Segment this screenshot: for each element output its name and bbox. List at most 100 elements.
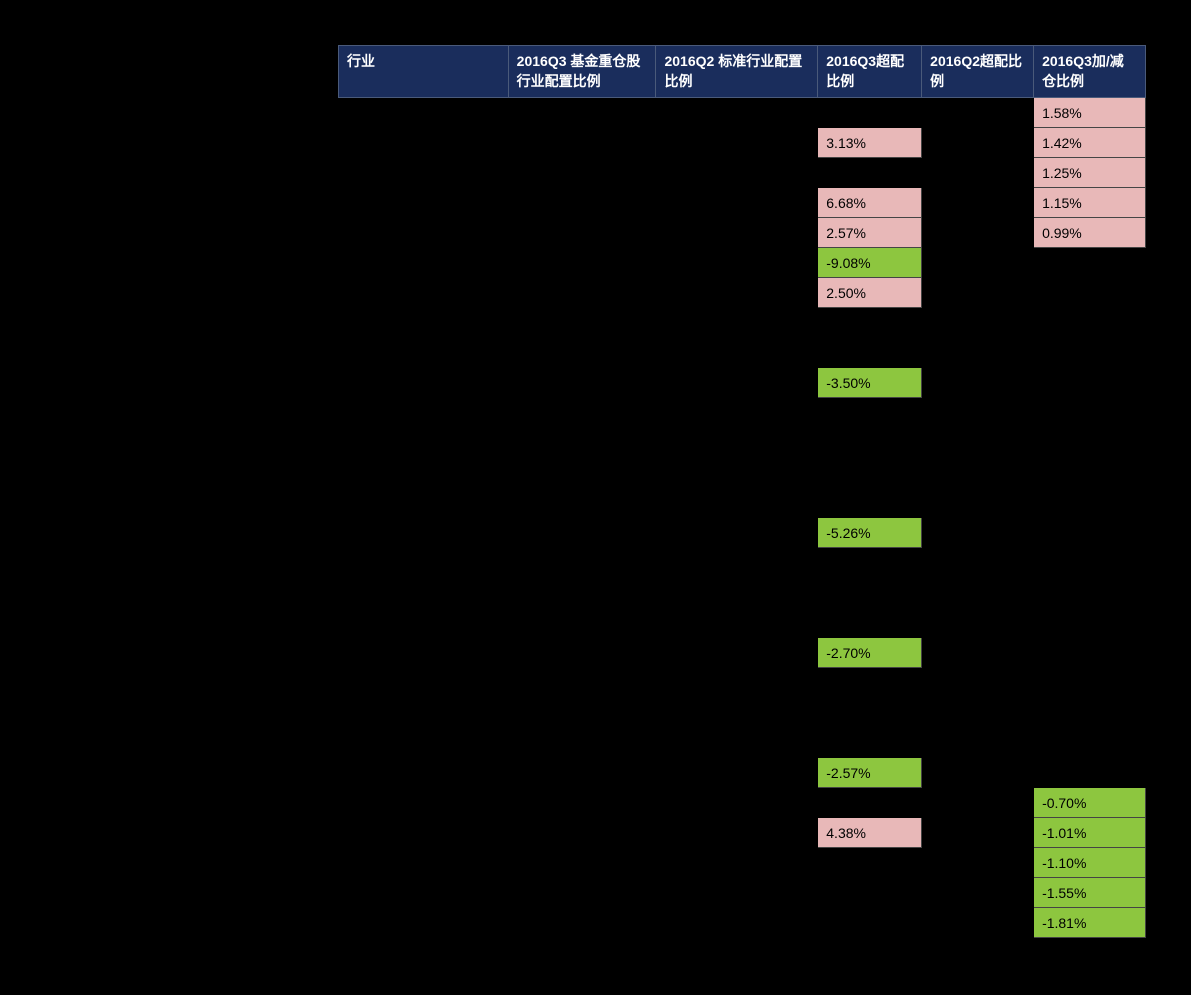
industry-allocation-table: 行业 2016Q3 基金重仓股行业配置比例 2016Q2 标准行业配置比例 20… <box>338 45 1146 938</box>
table-cell <box>508 908 656 938</box>
table-cell <box>508 638 656 668</box>
table-cell <box>1034 608 1146 638</box>
table-row: -2.70% <box>339 638 1146 668</box>
table-row: 4.38%-1.01% <box>339 818 1146 848</box>
table-cell <box>922 398 1034 428</box>
table-cell <box>922 788 1034 818</box>
table-cell <box>922 368 1034 398</box>
table-cell <box>339 158 509 188</box>
table-cell <box>922 908 1034 938</box>
table-cell <box>508 218 656 248</box>
table-cell <box>656 488 818 518</box>
table-row <box>339 428 1146 458</box>
table-cell <box>508 548 656 578</box>
table-cell <box>1034 398 1146 428</box>
table-cell <box>508 848 656 878</box>
table-cell <box>1034 728 1146 758</box>
table-cell <box>1034 278 1146 308</box>
table-cell <box>922 98 1034 128</box>
table-cell <box>339 638 509 668</box>
table-cell <box>508 128 656 158</box>
table-cell <box>1034 638 1146 668</box>
table-cell <box>922 818 1034 848</box>
table-cell <box>339 248 509 278</box>
table-cell <box>656 458 818 488</box>
table-cell <box>818 98 922 128</box>
table-cell <box>656 578 818 608</box>
table-cell: 2.50% <box>818 278 922 308</box>
col-header-q2-overweight: 2016Q2超配比例 <box>922 46 1034 98</box>
table-cell <box>1034 308 1146 338</box>
table-cell <box>339 608 509 638</box>
table-cell <box>656 818 818 848</box>
table-cell <box>922 608 1034 638</box>
table-cell <box>922 848 1034 878</box>
table-cell: 0.99% <box>1034 218 1146 248</box>
table-cell <box>508 518 656 548</box>
table-cell <box>656 398 818 428</box>
table-row <box>339 338 1146 368</box>
table-cell <box>508 368 656 398</box>
table-cell <box>339 908 509 938</box>
table-cell <box>818 728 922 758</box>
table-cell <box>508 308 656 338</box>
table-cell <box>508 248 656 278</box>
table-cell <box>656 878 818 908</box>
table-cell <box>818 698 922 728</box>
table-cell <box>1034 758 1146 788</box>
table-cell <box>922 698 1034 728</box>
table-cell <box>656 428 818 458</box>
table-cell <box>339 578 509 608</box>
table-row: -1.10% <box>339 848 1146 878</box>
table-cell: 1.58% <box>1034 98 1146 128</box>
table-cell <box>339 518 509 548</box>
table-cell <box>922 308 1034 338</box>
table-cell <box>818 878 922 908</box>
table-row: 3.13%1.42% <box>339 128 1146 158</box>
table-cell <box>339 308 509 338</box>
table-cell <box>922 338 1034 368</box>
table-cell <box>656 638 818 668</box>
table-row <box>339 548 1146 578</box>
table-cell <box>1034 338 1146 368</box>
table-cell <box>922 878 1034 908</box>
table-cell <box>1034 458 1146 488</box>
table-cell <box>339 488 509 518</box>
table-header: 行业 2016Q3 基金重仓股行业配置比例 2016Q2 标准行业配置比例 20… <box>339 46 1146 98</box>
table-cell: 4.38% <box>818 818 922 848</box>
table-cell: 3.13% <box>818 128 922 158</box>
table-row <box>339 698 1146 728</box>
table-cell <box>922 578 1034 608</box>
table-cell <box>818 578 922 608</box>
table-row <box>339 308 1146 338</box>
table-cell: -0.70% <box>1034 788 1146 818</box>
table-row: 1.25% <box>339 158 1146 188</box>
table-cell <box>818 788 922 818</box>
col-header-q3-alloc: 2016Q3 基金重仓股行业配置比例 <box>508 46 656 98</box>
table-cell <box>1034 578 1146 608</box>
table-cell: -1.81% <box>1034 908 1146 938</box>
table-row <box>339 668 1146 698</box>
table-cell <box>656 368 818 398</box>
table-cell <box>656 218 818 248</box>
table-cell <box>508 608 656 638</box>
table-row: -9.08% <box>339 248 1146 278</box>
table-cell: 6.68% <box>818 188 922 218</box>
table-row <box>339 578 1146 608</box>
table-cell <box>922 488 1034 518</box>
table-row: -5.26% <box>339 518 1146 548</box>
table-cell <box>656 278 818 308</box>
table-cell <box>339 728 509 758</box>
table-cell <box>818 458 922 488</box>
table-cell <box>656 518 818 548</box>
table-cell <box>508 758 656 788</box>
table-row: 2.57%0.99% <box>339 218 1146 248</box>
table-row <box>339 458 1146 488</box>
table-row: -2.57% <box>339 758 1146 788</box>
table-cell <box>922 158 1034 188</box>
table-cell <box>818 608 922 638</box>
table-cell <box>339 278 509 308</box>
table-cell <box>1034 428 1146 458</box>
table-cell <box>818 488 922 518</box>
table-cell <box>339 878 509 908</box>
